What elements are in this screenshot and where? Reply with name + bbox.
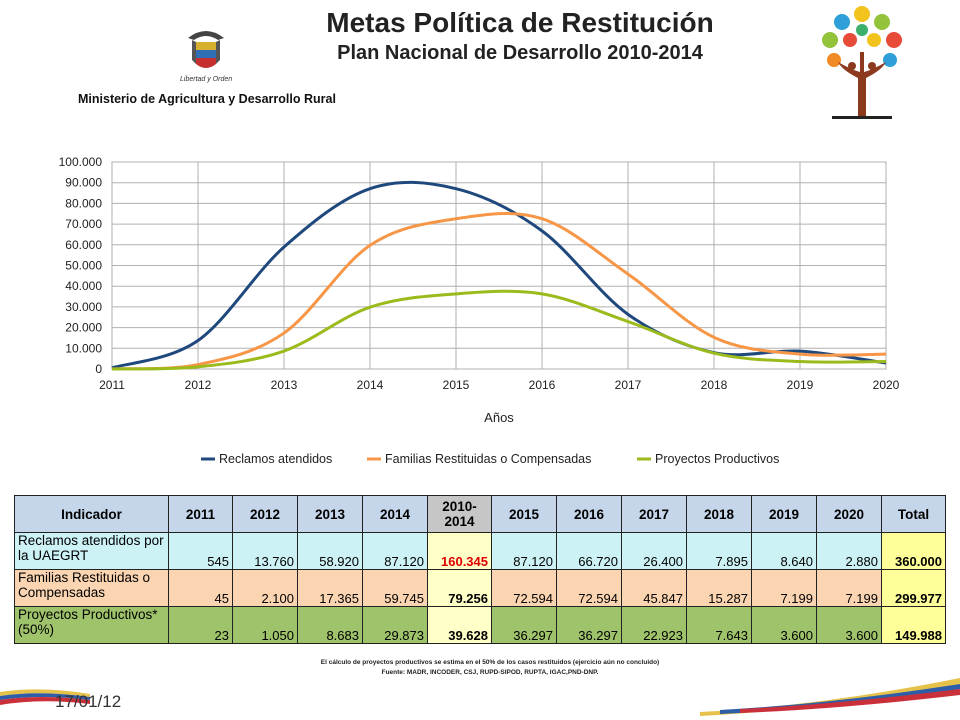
- table-cell: 7.895: [686, 532, 752, 570]
- footnote-estimate: El cálculo de proyectos productivos se e…: [320, 659, 660, 666]
- y-tick-label: 0: [95, 362, 102, 376]
- table-cell: 59.745: [362, 569, 428, 607]
- header-cell: 2016: [556, 495, 622, 533]
- header-cell: 2011: [168, 495, 233, 533]
- table-cell: 45.847: [621, 569, 687, 607]
- header-cell: 2013: [297, 495, 363, 533]
- table-cell: 58.920: [297, 532, 363, 570]
- y-tick-label: 40.000: [65, 279, 102, 293]
- slide-subtitle: Plan Nacional de Desarrollo 2010-2014: [337, 42, 703, 64]
- table-cell: 26.400: [621, 532, 687, 570]
- table-cell-total: 360.000: [881, 532, 946, 570]
- x-tick-label: 2018: [701, 378, 728, 392]
- table-cell: 17.365: [297, 569, 363, 607]
- line-chart: 0 10.000 20.000 30.000 40.000 50.000 60.000 70.…: [59, 155, 900, 466]
- legend-label: Familias Restituidas o Compensadas: [385, 452, 591, 466]
- y-tick-label: 90.000: [65, 176, 102, 190]
- table-cell: 8.683: [297, 606, 363, 644]
- table-cell: 36.297: [491, 606, 557, 644]
- table-cell-subtotal: 160.345: [427, 532, 492, 570]
- header-cell: 2019: [751, 495, 817, 533]
- table-cell: 1.050: [232, 606, 298, 644]
- x-tick-label: 2014: [357, 378, 384, 392]
- x-tick-label: 2020: [873, 378, 900, 392]
- table-cell: 3.600: [751, 606, 817, 644]
- footnote-source: Fuente: MADR, INCODER, CSJ, RUPD-SIPOD, …: [381, 669, 599, 676]
- table-cell: 36.297: [556, 606, 622, 644]
- table-cell-total: 299.977: [881, 569, 946, 607]
- table-cell: 72.594: [556, 569, 622, 607]
- seal-motto: Libertad y Orden: [180, 76, 233, 83]
- header-cell: Indicador: [14, 495, 169, 533]
- y-tick-label: 10.000: [65, 341, 102, 355]
- table-cell: 545: [168, 532, 233, 570]
- x-tick-label: 2012: [185, 378, 212, 392]
- y-tick-label: 60.000: [65, 238, 102, 252]
- data-table: Indicador 2011 2012 2013 2014 2010-2014 …: [14, 495, 946, 644]
- table-cell: 7.643: [686, 606, 752, 644]
- table-cell: 3.600: [816, 606, 882, 644]
- table-row: Reclamos atendidos por la UAEGRT 545 13.…: [14, 532, 946, 570]
- y-tick-label: 70.000: [65, 217, 102, 231]
- x-tick-label: 2013: [271, 378, 298, 392]
- row-label: Familias Restituidas o Compensadas: [14, 569, 169, 607]
- x-tick-label: 2015: [443, 378, 470, 392]
- table-cell: 2.880: [816, 532, 882, 570]
- table-cell: 7.199: [751, 569, 817, 607]
- table-row: Familias Restituidas o Compensadas 45 2.…: [14, 569, 946, 607]
- header-cell: 2018: [686, 495, 752, 533]
- series-line: [111, 180, 887, 370]
- ministry-name: Ministerio de Agricultura y Desarrollo R…: [78, 92, 336, 106]
- y-tick-label: 30.000: [65, 300, 102, 314]
- table-cell: 13.760: [232, 532, 298, 570]
- table-cell: 8.640: [751, 532, 817, 570]
- table-row: Proyectos Productivos* (50%) 23 1.050 8.…: [14, 606, 946, 644]
- colombia-seal-icon: [188, 31, 224, 68]
- table-cell-subtotal: 79.256: [427, 569, 492, 607]
- slide-title: Metas Política de Restitución: [326, 7, 714, 38]
- header-cell-highlight: 2010-2014: [427, 495, 492, 533]
- row-label: Reclamos atendidos por la UAEGRT: [14, 532, 169, 570]
- header-cell: 2012: [232, 495, 298, 533]
- x-tick-label: 2017: [615, 378, 642, 392]
- series-line: [111, 289, 887, 371]
- legend-label: Reclamos atendidos: [219, 452, 332, 466]
- header-cell: 2020: [816, 495, 882, 533]
- row-label: Proyectos Productivos* (50%): [14, 606, 169, 644]
- slide-title-block: Metas Política de Restitución Plan Nacio…: [240, 6, 800, 66]
- table-cell: 2.100: [232, 569, 298, 607]
- table-cell-subtotal: 39.628: [427, 606, 492, 644]
- table-cell: 87.120: [362, 532, 428, 570]
- table-header-row: Indicador 2011 2012 2013 2014 2010-2014 …: [14, 495, 946, 533]
- header-cell: 2014: [362, 495, 428, 533]
- x-tick-label: 2019: [787, 378, 814, 392]
- decorative-stripe-right: [700, 678, 960, 716]
- header-cell: Total: [881, 495, 946, 533]
- slide-date: 17/01/12: [55, 692, 122, 711]
- series-line: [111, 211, 887, 371]
- table-cell: 66.720: [556, 532, 622, 570]
- y-tick-label: 50.000: [65, 259, 102, 273]
- tree-family-logo-icon: [822, 6, 902, 119]
- y-tick-label: 80.000: [65, 196, 102, 210]
- y-tick-label: 20.000: [65, 321, 102, 335]
- table-cell: 45: [168, 569, 233, 607]
- table-cell: 29.873: [362, 606, 428, 644]
- table-cell: 87.120: [491, 532, 557, 570]
- table-cell: 22.923: [621, 606, 687, 644]
- table-cell: 72.594: [491, 569, 557, 607]
- table-cell: 7.199: [816, 569, 882, 607]
- legend-label: Proyectos Productivos: [655, 452, 779, 466]
- x-axis-label: Años: [484, 410, 514, 425]
- ministry-logo: Libertad y Orden Ministerio de Agricultu…: [78, 26, 338, 118]
- y-tick-label: 100.000: [59, 155, 103, 169]
- x-tick-label: 2016: [529, 378, 556, 392]
- header-cell: 2017: [621, 495, 687, 533]
- table-cell: 15.287: [686, 569, 752, 607]
- x-tick-label: 2011: [99, 378, 125, 392]
- header-cell: 2015: [491, 495, 557, 533]
- table-cell-total: 149.988: [881, 606, 946, 644]
- decorative-stripe-left: [0, 689, 90, 705]
- table-cell: 23: [168, 606, 233, 644]
